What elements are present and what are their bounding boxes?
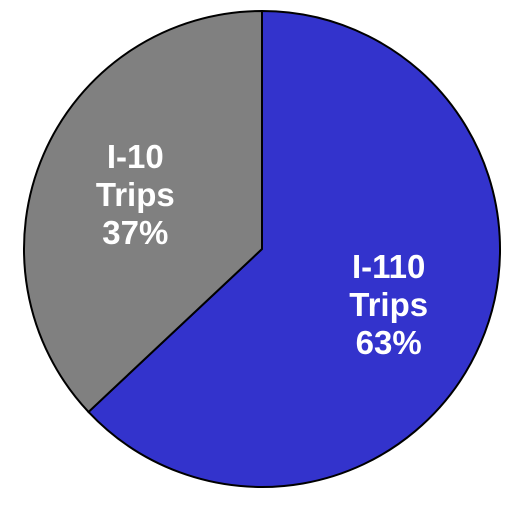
pie-slices (23, 9, 501, 488)
slice-label-line: I-110 (352, 248, 425, 285)
pie-slice-i-10-trips (23, 9, 263, 414)
slice-label-line: Trips (96, 176, 175, 213)
slice-label-line: Trips (349, 286, 428, 323)
pie-slice-i-110-trips (87, 9, 501, 488)
slice-label-line: 37% (102, 214, 168, 251)
slice-label-line: I-10 (107, 138, 164, 175)
slice-label-line: 63% (356, 324, 422, 361)
